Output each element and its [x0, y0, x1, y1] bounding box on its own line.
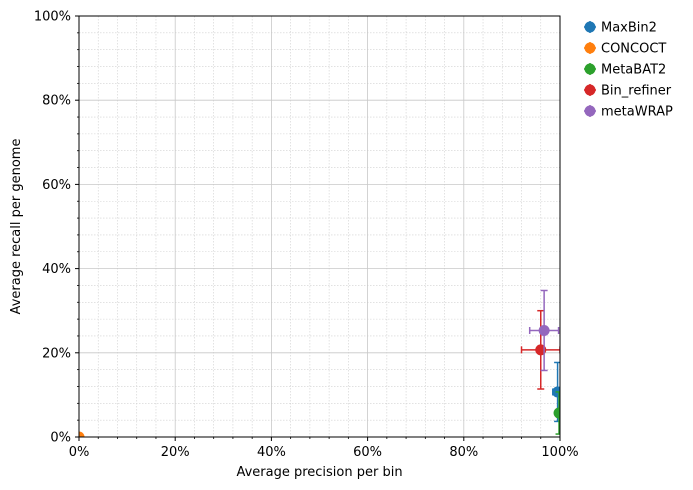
data-points: [79, 289, 560, 437]
legend-marker: [584, 21, 596, 33]
x-tick-label: 80%: [449, 445, 478, 460]
data-point-concoct: [79, 431, 85, 437]
data-point-metabat2: [553, 407, 560, 419]
x-tick-label: 60%: [353, 445, 382, 460]
major-grid: [79, 16, 560, 437]
x-tick-label: 100%: [541, 445, 578, 460]
legend-item-maxbin2: MaxBin2: [584, 21, 657, 36]
y-tick-label: 100%: [34, 10, 71, 25]
y-tick-label: 60%: [42, 178, 71, 193]
legend-item-bin-refiner: Bin_refiner: [584, 84, 672, 99]
x-tick-label: 40%: [257, 445, 286, 460]
legend-label: Bin_refiner: [601, 84, 672, 99]
legend-marker: [584, 63, 596, 75]
y-tick-label: 40%: [42, 262, 71, 277]
x-axis-label: Average precision per bin: [236, 465, 402, 480]
series-concoct: [79, 431, 85, 437]
plot-frame: [78, 15, 561, 438]
y-tick-label: 20%: [42, 346, 71, 361]
series-metabat2: [553, 391, 560, 435]
minor-grid: [79, 16, 560, 437]
axis-ticks: [75, 15, 561, 441]
legend-label: MaxBin2: [601, 21, 657, 36]
x-tick-labels: 0% 20% 40% 60% 80% 100%: [69, 445, 579, 460]
legend-label: MetaBAT2: [601, 63, 666, 78]
y-tick-label: 0%: [50, 431, 71, 446]
legend-item-metawrap: metaWRAP: [584, 105, 673, 120]
y-tick-label: 80%: [42, 94, 71, 109]
legend-marker: [584, 105, 596, 117]
legend-item-concoct: CONCOCT: [584, 42, 666, 57]
data-point-metawrap: [538, 324, 550, 336]
legend-label: CONCOCT: [601, 42, 666, 57]
legend: MaxBin2 CONCOCT MetaBAT2 Bin_refiner metaWRA…: [584, 21, 673, 120]
y-tick-labels: 0% 20% 40% 60% 80% 100%: [34, 10, 71, 446]
series-bin-refiner: [520, 309, 560, 390]
series-metawrap: [528, 289, 560, 372]
legend-label: metaWRAP: [601, 105, 673, 120]
x-tick-label: 0%: [69, 445, 90, 460]
legend-marker: [584, 42, 596, 54]
legend-item-metabat2: MetaBAT2: [584, 63, 666, 78]
x-tick-label: 20%: [161, 445, 190, 460]
y-axis-label: Average recall per genome: [9, 139, 24, 315]
legend-marker: [584, 84, 596, 96]
series-group: [79, 289, 560, 437]
